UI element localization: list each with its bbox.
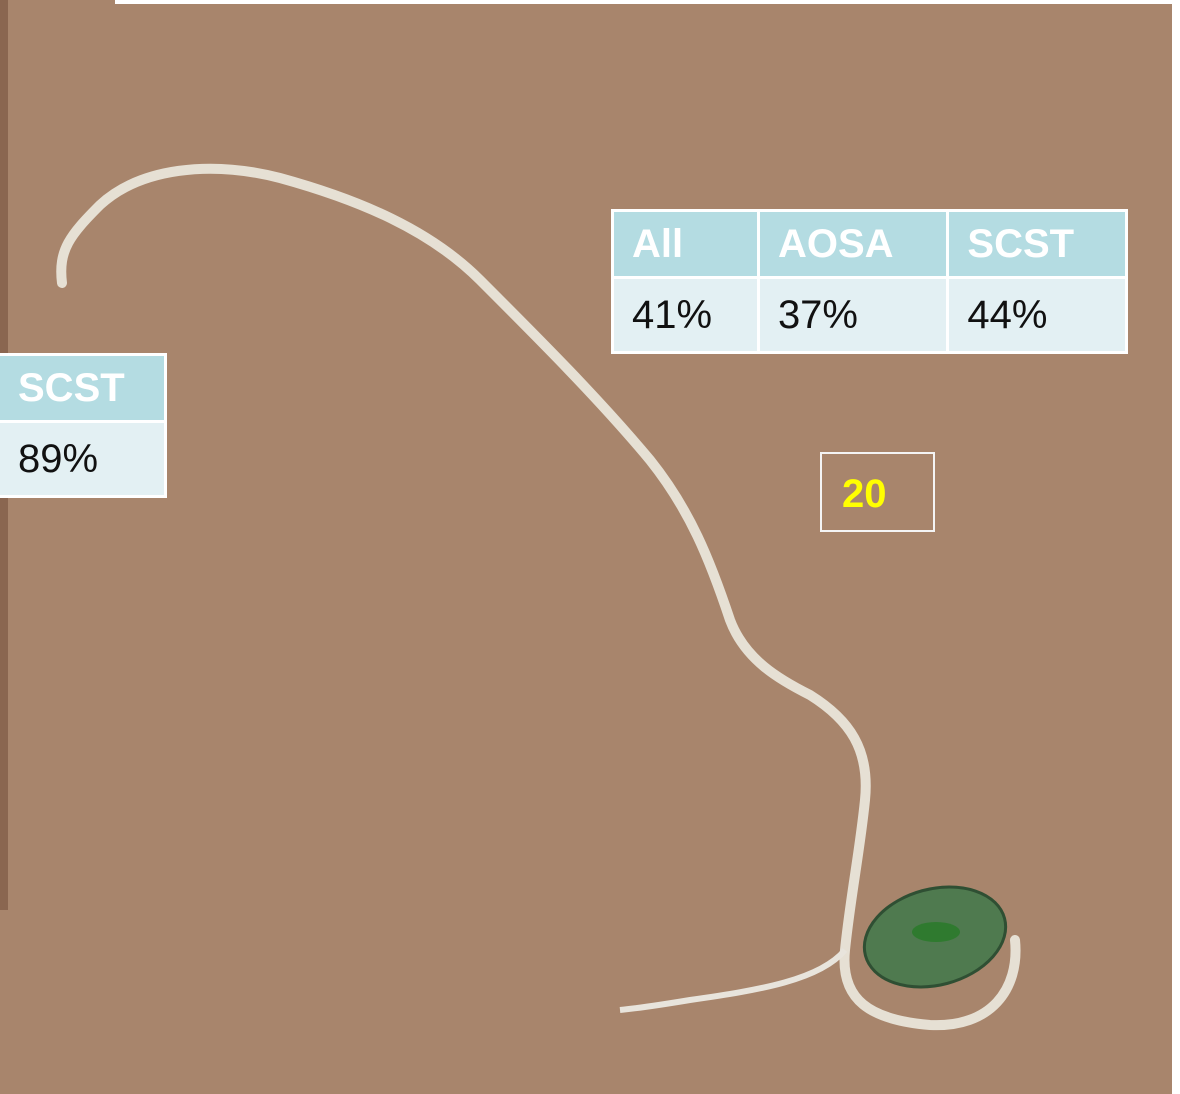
main-table: All AOSA SCST 41% 37% 44%	[611, 209, 1128, 354]
header-cell: SCST	[0, 355, 166, 422]
seedling-photo	[0, 0, 1180, 1094]
bean-spot	[912, 922, 960, 942]
side-table: SCST 89%	[0, 353, 167, 498]
body-row: 41% 37% 44%	[613, 278, 1127, 353]
body-cell: 44%	[948, 278, 1127, 353]
header-row: All AOSA SCST	[613, 211, 1127, 278]
rootlets	[620, 950, 845, 1010]
label-text: 20	[842, 472, 887, 517]
header-row: SCST	[0, 355, 166, 422]
body-cell: 89%	[0, 422, 166, 497]
body-cell: 41%	[613, 278, 759, 353]
header-cell: All	[613, 211, 759, 278]
label-box: 20	[820, 452, 935, 532]
header-cell: AOSA	[758, 211, 947, 278]
scan-edge	[1172, 0, 1180, 1094]
photo: All AOSA SCST 41% 37% 44% SCST 89% 20	[0, 0, 1180, 1094]
header-cell: SCST	[948, 211, 1127, 278]
body-row: 89%	[0, 422, 166, 497]
body-cell: 37%	[758, 278, 947, 353]
scan-edge	[115, 0, 1180, 4]
